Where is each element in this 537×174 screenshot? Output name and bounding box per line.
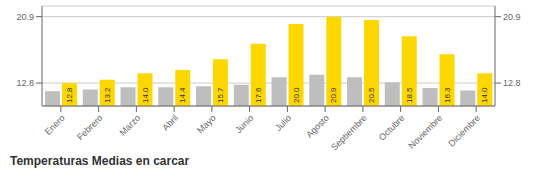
svg-text:Enero: Enero xyxy=(43,113,67,137)
svg-text:17.6: 17.6 xyxy=(254,87,263,103)
svg-text:Octubre: Octubre xyxy=(377,113,407,143)
svg-text:16.3: 16.3 xyxy=(443,87,452,103)
svg-text:20.9: 20.9 xyxy=(503,12,521,22)
svg-text:14.0: 14.0 xyxy=(480,87,489,103)
svg-text:20.0: 20.0 xyxy=(292,87,301,103)
svg-text:18.5: 18.5 xyxy=(405,87,414,103)
svg-text:Noviembre: Noviembre xyxy=(406,113,444,151)
svg-text:12.8: 12.8 xyxy=(65,87,74,103)
svg-text:Julio: Julio xyxy=(273,113,293,133)
svg-text:Marzo: Marzo xyxy=(118,113,143,138)
svg-text:14.0: 14.0 xyxy=(141,87,150,103)
svg-text:13.2: 13.2 xyxy=(103,87,112,103)
svg-text:14.4: 14.4 xyxy=(178,87,187,103)
svg-text:20.9: 20.9 xyxy=(16,12,34,22)
svg-text:Mayo: Mayo xyxy=(195,113,218,136)
svg-text:20.9: 20.9 xyxy=(329,87,338,103)
svg-text:Abril: Abril xyxy=(160,113,180,133)
svg-text:Agosto: Agosto xyxy=(304,113,331,140)
svg-text:Septiembre: Septiembre xyxy=(329,113,369,152)
svg-text:12.8: 12.8 xyxy=(503,78,521,88)
svg-text:Febrero: Febrero xyxy=(75,113,104,142)
svg-text:12.8: 12.8 xyxy=(16,78,34,88)
svg-text:20.5: 20.5 xyxy=(367,87,376,103)
svg-text:Junio: Junio xyxy=(233,113,255,135)
svg-text:Diciembre: Diciembre xyxy=(446,113,482,149)
svg-text:15.7: 15.7 xyxy=(216,87,225,103)
html-text:Temperaturas Medias en carcar: Temperaturas Medias en carcar xyxy=(10,154,190,168)
